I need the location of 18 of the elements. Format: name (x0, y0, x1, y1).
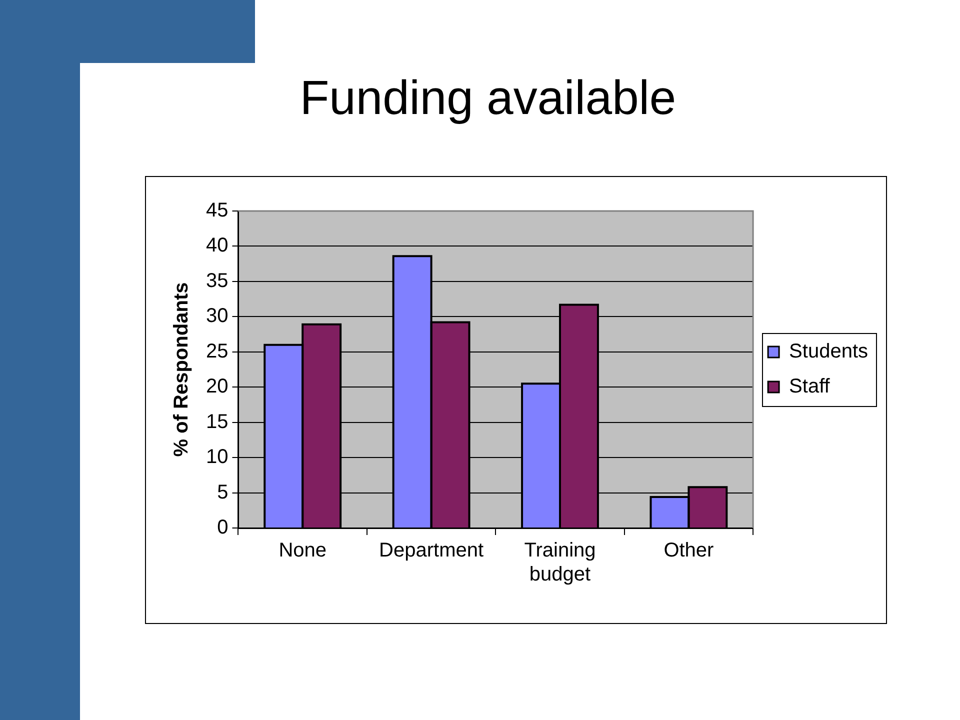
y-tick-label: 15 (206, 410, 228, 433)
y-tick-label: 25 (206, 340, 228, 362)
x-tick-label: Other (664, 540, 714, 562)
x-tick-label: Department (379, 540, 484, 562)
legend-label: Staff (789, 376, 830, 398)
legend-label: Students (789, 340, 868, 363)
x-tick-label: Training budget (524, 540, 596, 586)
y-tick-label: 35 (206, 270, 228, 292)
y-tick-label: 20 (206, 376, 228, 398)
chart-title: Funding available (298, 71, 678, 127)
y-tick-label: 5 (217, 481, 228, 504)
y-tick-label: 40 (206, 234, 228, 257)
y-tick-label: 30 (206, 305, 228, 328)
y-tick-label: 10 (206, 446, 228, 468)
x-tick-label: None (278, 540, 327, 562)
y-axis-title: % of Respondants (170, 282, 193, 457)
y-tick-label: 0 (217, 516, 228, 539)
y-tick-label: 45 (206, 200, 228, 222)
